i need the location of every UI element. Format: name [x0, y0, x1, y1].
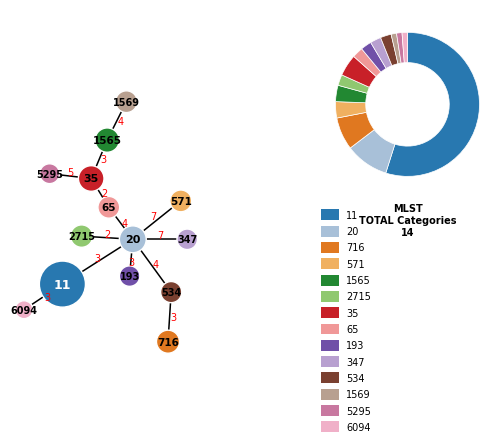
Wedge shape — [337, 113, 374, 148]
Wedge shape — [362, 43, 386, 73]
Text: 65: 65 — [102, 203, 116, 213]
Wedge shape — [354, 49, 381, 78]
Text: 20: 20 — [125, 235, 140, 245]
Circle shape — [120, 226, 146, 253]
Text: 7: 7 — [157, 231, 163, 241]
Text: 6094: 6094 — [346, 422, 371, 432]
Circle shape — [177, 230, 198, 250]
Text: 11: 11 — [54, 278, 71, 291]
Bar — [321, 405, 339, 416]
Text: 571: 571 — [346, 259, 365, 269]
Text: 534: 534 — [161, 287, 182, 297]
Circle shape — [70, 226, 93, 248]
Text: 5295: 5295 — [346, 406, 371, 416]
Text: 716: 716 — [157, 337, 179, 347]
Text: 7: 7 — [150, 212, 156, 222]
Bar — [321, 291, 339, 302]
Text: 3: 3 — [44, 292, 50, 302]
Wedge shape — [386, 33, 480, 177]
Circle shape — [156, 330, 180, 353]
Wedge shape — [336, 102, 366, 119]
Text: 20: 20 — [346, 226, 358, 237]
Text: 3: 3 — [170, 312, 177, 322]
Circle shape — [40, 261, 86, 307]
Text: 35: 35 — [346, 308, 358, 318]
Circle shape — [95, 129, 120, 153]
Wedge shape — [338, 76, 370, 94]
Text: 11: 11 — [346, 210, 358, 220]
Text: 3: 3 — [128, 257, 134, 267]
Text: 1569: 1569 — [346, 389, 371, 399]
Wedge shape — [391, 34, 401, 64]
Bar — [321, 340, 339, 351]
Circle shape — [120, 266, 140, 287]
Text: 1565: 1565 — [92, 136, 122, 146]
Text: 65: 65 — [346, 324, 358, 334]
Text: 2715: 2715 — [346, 292, 371, 302]
Circle shape — [170, 191, 192, 212]
Text: 571: 571 — [170, 197, 192, 206]
Bar — [321, 226, 339, 237]
Wedge shape — [336, 86, 367, 103]
Text: 4: 4 — [152, 259, 158, 269]
Wedge shape — [342, 57, 376, 88]
Text: 347: 347 — [346, 357, 365, 367]
Wedge shape — [350, 131, 395, 173]
Bar — [321, 356, 339, 367]
Bar — [321, 259, 339, 270]
Wedge shape — [370, 39, 392, 69]
Bar — [321, 307, 339, 318]
Bar — [321, 242, 339, 253]
Text: 1569: 1569 — [113, 98, 140, 107]
Text: 193: 193 — [120, 272, 140, 282]
Text: 4: 4 — [122, 219, 128, 229]
Text: 716: 716 — [346, 243, 365, 253]
Text: 6094: 6094 — [10, 305, 38, 315]
Text: 1565: 1565 — [346, 276, 371, 286]
Text: 5295: 5295 — [36, 170, 63, 179]
Bar — [321, 210, 339, 221]
Bar — [321, 324, 339, 335]
Wedge shape — [396, 33, 404, 64]
Circle shape — [160, 282, 182, 303]
Wedge shape — [380, 35, 398, 67]
Text: 2: 2 — [104, 230, 110, 239]
Text: 347: 347 — [177, 235, 198, 245]
Text: 534: 534 — [346, 373, 365, 383]
Bar — [321, 421, 339, 432]
Bar — [321, 373, 339, 384]
Text: MLST
TOTAL Categories
14: MLST TOTAL Categories 14 — [359, 204, 456, 237]
Text: 193: 193 — [346, 340, 364, 350]
Circle shape — [116, 92, 138, 113]
Circle shape — [78, 166, 104, 192]
Text: 5: 5 — [68, 168, 73, 178]
Text: 3: 3 — [100, 155, 106, 165]
Text: 2715: 2715 — [68, 232, 95, 241]
Text: 3: 3 — [94, 253, 100, 263]
Bar — [321, 389, 339, 400]
Bar — [321, 275, 339, 286]
Circle shape — [40, 164, 60, 184]
Text: 35: 35 — [84, 174, 99, 184]
Text: 2: 2 — [101, 188, 107, 198]
Text: 4: 4 — [118, 117, 124, 127]
Circle shape — [98, 197, 120, 219]
Circle shape — [15, 301, 33, 319]
Wedge shape — [402, 33, 407, 64]
